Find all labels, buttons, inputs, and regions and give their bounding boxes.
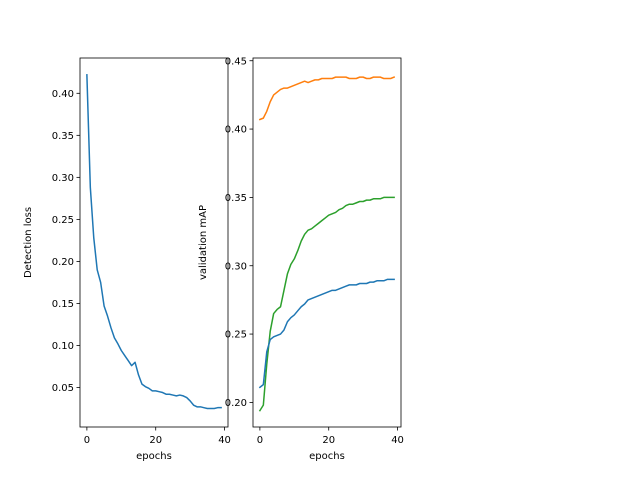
x-tick-label: 20 (149, 435, 162, 446)
y-tick-label: 0.20 (52, 257, 74, 268)
x-tick-label: 0 (84, 435, 90, 446)
y-axis-label: validation mAP (198, 205, 209, 280)
y-tick-label: 0.15 (52, 299, 74, 310)
axes-frame (79, 57, 229, 428)
y-tick-label: 0.30 (52, 173, 74, 184)
y-tick-label: 0.10 (52, 341, 74, 352)
x-tick-label: 40 (218, 435, 231, 446)
y-tick-label: 0.35 (225, 193, 247, 204)
y-axis-label: Detection loss (23, 207, 34, 278)
x-tick-label: 20 (322, 435, 335, 446)
x-axis-label: epochs (136, 451, 172, 462)
loss-subplot: 0 20 40 0.05 0.10 0.15 0.20 0.25 0.30 0.35 0.40 epo… (23, 57, 231, 462)
y-tick-label: 0.45 (225, 56, 247, 67)
y-tick-label: 0.35 (52, 131, 74, 142)
y-tick-label: 0.25 (52, 215, 74, 226)
y-tick-label: 0.40 (52, 89, 74, 100)
series-line-0-0 (86, 74, 222, 410)
axes-frame (252, 57, 402, 428)
map-subplot: 0 20 40 0.20 0.25 0.30 0.35 0.40 0.45 epochs valid… (198, 56, 404, 462)
y-tick-label: 0.40 (225, 125, 247, 136)
x-axis-label: epochs (309, 451, 345, 462)
series-line-1-1 (258, 196, 395, 412)
series-line-1-0 (258, 76, 396, 121)
y-tick-label: 0.30 (225, 261, 247, 272)
x-tick-label: 0 (257, 435, 263, 446)
y-tick-label: 0.20 (225, 398, 247, 409)
x-tick-label: 40 (391, 435, 404, 446)
y-tick-label: 0.25 (225, 330, 247, 341)
y-tick-label: 0.05 (52, 383, 74, 394)
series-line-1-2 (258, 278, 395, 389)
